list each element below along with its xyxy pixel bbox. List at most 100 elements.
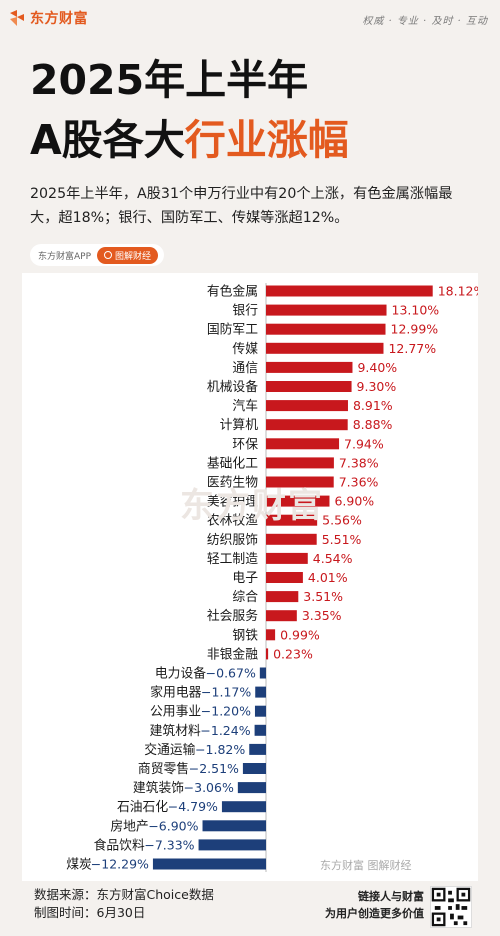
data-label: −6.90% — [148, 818, 198, 833]
data-label: −0.67% — [206, 666, 256, 681]
slogan: 权威 · 专业 · 及时 · 互动 — [362, 16, 488, 27]
category-label: 非银金融 — [207, 646, 258, 662]
circle-icon — [104, 251, 113, 259]
tag-pill[interactable]: 图解财经 — [97, 246, 159, 264]
bar — [266, 323, 386, 335]
bar — [237, 782, 266, 794]
bar — [266, 495, 330, 507]
promo: 链接人与财富 为用户创造更多价值 — [312, 888, 424, 922]
category-label: 基础化工 — [207, 456, 258, 471]
data-label: 8.88% — [353, 417, 393, 432]
data-label: 9.30% — [357, 379, 397, 394]
chart-panel: 18.12% 有色金属 13.10% 银行 12.99% 国防军工 12.77% 传媒 9.40… — [22, 273, 478, 881]
bar — [221, 801, 266, 813]
category-label: 国防军工 — [207, 322, 258, 338]
bar — [266, 438, 340, 450]
category-label: 通信 — [232, 361, 258, 376]
bar — [266, 457, 334, 469]
bar — [266, 629, 276, 641]
bar — [266, 342, 384, 354]
bottom-logo: 东方财富 图解财经 — [320, 859, 412, 872]
bar — [266, 476, 334, 488]
data-label: 7.38% — [339, 455, 379, 470]
data-label: −3.06% — [184, 780, 234, 795]
category-label: 美容护理 — [207, 494, 258, 510]
data-label: 12.99% — [391, 322, 439, 337]
data-label: −12.29% — [91, 857, 149, 872]
eastmoney-logo-icon — [10, 10, 24, 26]
category-label: 有色金属 — [207, 284, 258, 300]
bar — [266, 361, 353, 373]
bar — [266, 381, 352, 392]
category-label: 煤炭 — [66, 858, 92, 873]
summary-text: 2025年上半年，A股31个申万行业中有20个上涨，有色金属涨幅最大，超18%；… — [30, 186, 453, 226]
data-label: 5.51% — [322, 532, 362, 547]
category-label: 食品饮料 — [94, 837, 145, 853]
bar — [266, 610, 297, 622]
brand-name: 东方财富 — [30, 11, 88, 27]
data-label: 7.36% — [339, 475, 379, 490]
bar — [249, 743, 266, 755]
category-label: 传媒 — [232, 342, 258, 357]
data-label: 9.40% — [357, 360, 397, 375]
data-label: −2.51% — [189, 761, 239, 776]
data-source: 数据来源：东方财富Choice数据 — [34, 887, 214, 902]
promo-line-1: 链接人与财富 — [358, 890, 424, 903]
data-label: 5.56% — [322, 513, 362, 528]
category-label: 综合 — [232, 590, 258, 605]
data-label: 18.12% — [438, 284, 478, 299]
data-label: −1.17% — [201, 685, 251, 700]
data-label: 0.23% — [273, 646, 313, 661]
chart-date: 制图时间：6月30日 — [34, 905, 146, 920]
bar — [266, 304, 387, 316]
category-label: 环保 — [232, 437, 258, 452]
data-label: 3.51% — [303, 589, 343, 604]
bar — [266, 400, 348, 412]
qr-code-icon[interactable] — [430, 886, 472, 928]
category-label: 汽车 — [232, 399, 258, 414]
data-label: 3.35% — [302, 608, 342, 623]
data-label: 4.01% — [308, 570, 348, 585]
category-label: 银行 — [232, 304, 258, 319]
category-label: 医药生物 — [207, 476, 258, 491]
category-label: 商贸零售 — [138, 761, 189, 777]
title-line-1: 2025年上半年 — [30, 56, 309, 104]
bar — [198, 839, 266, 851]
category-label: 社会服务 — [207, 608, 258, 624]
category-label: 农林牧渔 — [207, 514, 258, 529]
bar — [266, 285, 433, 297]
category-label: 计算机 — [220, 418, 259, 433]
data-label: 0.99% — [280, 627, 320, 642]
title-accent: 行业涨幅 — [184, 116, 349, 164]
data-label: −4.79% — [168, 799, 218, 814]
category-label: 房地产 — [110, 818, 148, 834]
category-label: 纺织服饰 — [207, 533, 258, 548]
category-label: 石油石化 — [117, 800, 168, 815]
watermark: 东方财富 — [180, 486, 324, 526]
brand: 东方财富 — [8, 8, 88, 28]
data-label: 6.90% — [334, 494, 374, 509]
category-label: 电子 — [232, 571, 258, 586]
bar — [255, 686, 266, 698]
category-label: 机械设备 — [207, 380, 258, 395]
tag-row: 东方财富APP 图解财经 — [30, 244, 165, 266]
source-info: 数据来源：东方财富Choice数据 制图时间：6月30日 — [34, 886, 214, 922]
category-label: 电力设备 — [155, 667, 206, 682]
data-label: 12.77% — [388, 341, 436, 356]
bar — [266, 419, 348, 431]
promo-line-2: 为用户创造更多价值 — [325, 907, 424, 920]
data-label: −1.20% — [201, 704, 251, 719]
bar — [242, 763, 266, 774]
bar — [266, 648, 269, 660]
bar — [202, 820, 266, 832]
data-label: 8.91% — [353, 398, 393, 413]
category-label: 建筑装饰 — [133, 780, 184, 796]
data-label: −1.82% — [195, 742, 245, 757]
category-label: 建筑材料 — [150, 723, 201, 739]
bar — [254, 724, 266, 736]
bar — [266, 572, 303, 583]
bar — [266, 514, 318, 526]
category-label: 轻工制造 — [207, 552, 258, 567]
bar — [266, 533, 317, 545]
tag-app: 东方财富APP — [38, 251, 92, 262]
